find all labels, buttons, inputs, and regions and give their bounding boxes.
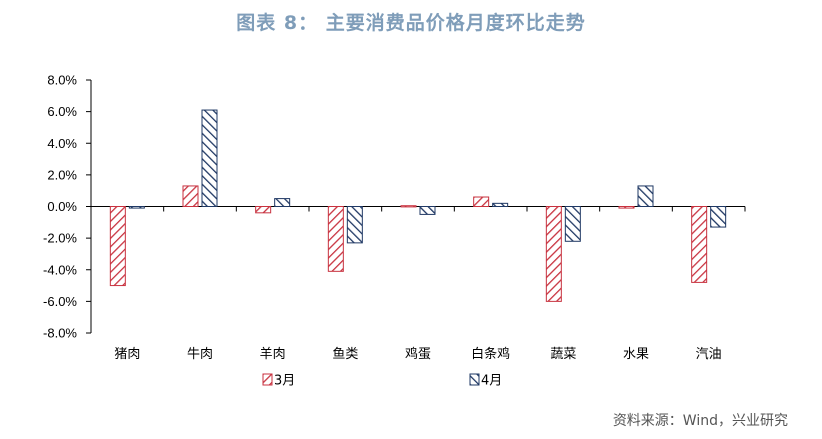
bar-march-2 — [255, 206, 272, 214]
category-label: 蔬菜 — [550, 347, 576, 362]
category-label: 水果 — [623, 347, 649, 362]
bar-march-0 — [109, 206, 126, 287]
bar-april-5 — [492, 202, 509, 207]
y-tick-label: -6.0% — [43, 294, 77, 309]
bar-april-4 — [419, 206, 436, 215]
y-tick-label: -8.0% — [43, 326, 77, 341]
bar-march-7 — [618, 206, 635, 209]
chart-title: 图表 8： 主要消费品价格月度环比走势 — [236, 12, 586, 34]
y-tick-label: -2.0% — [43, 231, 77, 246]
category-label: 鸡蛋 — [405, 346, 431, 362]
legend-swatch — [469, 373, 480, 386]
bar-april-8 — [710, 206, 727, 228]
bar-april-1 — [201, 109, 218, 207]
legend-swatch — [262, 373, 273, 386]
category-label: 羊肉 — [260, 346, 286, 362]
bar-april-7 — [637, 185, 654, 208]
y-tick-label: 2.0% — [47, 167, 77, 182]
bar-march-3 — [327, 206, 344, 272]
category-label: 牛肉 — [187, 347, 213, 362]
legend-label: 3月 — [274, 374, 295, 389]
category-label: 汽油 — [696, 347, 722, 362]
category-label: 猪肉 — [114, 347, 140, 362]
bar-april-3 — [346, 206, 363, 244]
bar-april-0 — [128, 206, 145, 209]
y-tick-label: -4.0% — [43, 262, 77, 277]
category-label: 白条鸡 — [471, 346, 510, 362]
y-tick-label: 8.0% — [47, 73, 77, 88]
y-tick-label: 6.0% — [47, 104, 77, 119]
bar-april-6 — [564, 206, 581, 242]
bar-march-8 — [691, 206, 708, 283]
bar-march-6 — [545, 206, 562, 302]
y-tick-label: 4.0% — [47, 136, 77, 151]
y-tick-label: 0.0% — [47, 199, 77, 214]
source-note: 资料来源：Wind，兴业研究 — [612, 413, 788, 429]
bar-april-2 — [274, 198, 291, 207]
bar-march-5 — [473, 196, 490, 207]
legend-label: 4月 — [481, 374, 502, 389]
bar-march-4 — [400, 205, 417, 208]
bar-march-1 — [182, 185, 199, 208]
category-label: 鱼类 — [332, 346, 358, 362]
